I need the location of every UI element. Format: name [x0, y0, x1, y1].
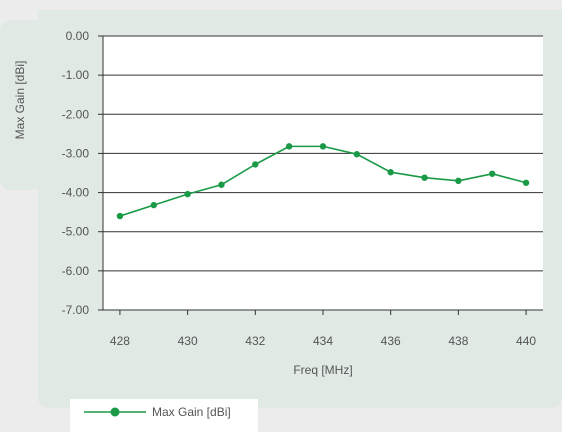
- plot-background: [103, 36, 543, 310]
- x-tick-label: 440: [516, 334, 536, 348]
- data-point: [489, 170, 496, 177]
- series-points: [116, 143, 530, 220]
- data-point: [184, 190, 191, 198]
- y-tick-label: -3.00: [62, 146, 90, 160]
- data-point: [218, 181, 225, 188]
- y-axis-title: Max Gain [dBi]: [13, 61, 27, 140]
- y-tick-label: -6.00: [62, 264, 90, 278]
- data-point: [522, 179, 530, 186]
- y-tick-label: -2.00: [62, 107, 90, 121]
- x-tick-label: 436: [381, 334, 401, 348]
- y-tick-labels: 0.00 -1.00 -2.00 -3.00 -4.00 -5.00 -6.00 -7.00: [62, 29, 90, 317]
- x-tick-label: 428: [110, 334, 130, 348]
- data-point: [285, 143, 293, 150]
- data-point: [319, 143, 327, 150]
- x-tick-labels: 428 430 432 434 436 438 440: [110, 334, 537, 348]
- data-point: [455, 177, 462, 185]
- legend-marker: [110, 407, 120, 417]
- axes: [102, 36, 543, 315]
- legend-box: [70, 399, 258, 432]
- y-tick-label: -1.00: [62, 68, 90, 82]
- x-tick-label: 432: [245, 334, 265, 348]
- y-tick-label: -4.00: [62, 186, 90, 200]
- data-point: [116, 212, 124, 220]
- y-tick-label: -7.00: [62, 303, 90, 317]
- data-point: [421, 174, 428, 181]
- data-point: [387, 169, 394, 176]
- x-tick-label: 430: [178, 334, 198, 348]
- y-tick-label: 0.00: [66, 29, 90, 43]
- x-axis-title: Freq [MHz]: [293, 363, 352, 377]
- legend-label: Max Gain [dBi]: [152, 405, 231, 419]
- y-tick-label: -5.00: [62, 225, 90, 239]
- x-tick-label: 438: [448, 334, 468, 348]
- data-point: [150, 201, 157, 209]
- data-point: [252, 161, 259, 168]
- data-point: [353, 151, 361, 158]
- x-tick-label: 434: [313, 334, 333, 348]
- legend: Max Gain [dBi]: [70, 399, 258, 432]
